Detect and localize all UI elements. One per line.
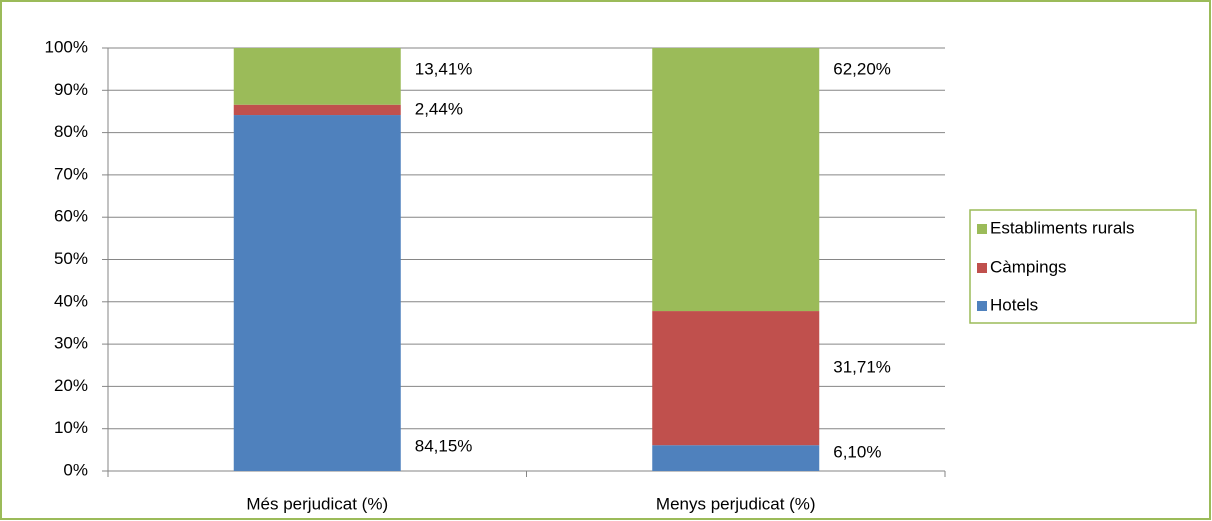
y-tick-label: 10%: [54, 418, 88, 437]
y-tick-label: 60%: [54, 207, 88, 226]
legend-swatch: [977, 301, 987, 311]
y-tick-label: 50%: [54, 249, 88, 268]
bar-segment: [233, 115, 401, 471]
value-label: 84,15%: [415, 436, 473, 455]
y-tick-label: 20%: [54, 376, 88, 395]
bar-segment: [652, 47, 820, 312]
legend-label: Establiments rurals: [990, 218, 1135, 237]
value-label: 62,20%: [833, 59, 891, 78]
y-tick-label: 100%: [45, 37, 88, 56]
bar-segment: [233, 48, 401, 105]
value-label: 31,71%: [833, 357, 891, 376]
value-label: 2,44%: [415, 99, 463, 118]
y-tick-label: 30%: [54, 334, 88, 353]
y-tick-label: 80%: [54, 122, 88, 141]
y-tick-label: 0%: [63, 460, 88, 479]
y-tick-label: 70%: [54, 164, 88, 183]
x-tick-label: Menys perjudicat (%): [656, 494, 816, 513]
x-tick-label: Més perjudicat (%): [246, 494, 388, 513]
value-label: 6,10%: [833, 442, 881, 461]
legend-label: Càmpings: [990, 257, 1067, 276]
legend-label: Hotels: [990, 295, 1038, 314]
legend-swatch: [977, 263, 987, 273]
y-tick-label: 40%: [54, 291, 88, 310]
legend-box: [969, 209, 1197, 324]
bar-segment: [233, 104, 401, 116]
value-label: 13,41%: [415, 59, 473, 78]
y-tick-label: 90%: [54, 80, 88, 99]
bar-segment: [652, 311, 820, 446]
legend-swatch: [977, 224, 987, 234]
bar-segment: [652, 445, 820, 471]
